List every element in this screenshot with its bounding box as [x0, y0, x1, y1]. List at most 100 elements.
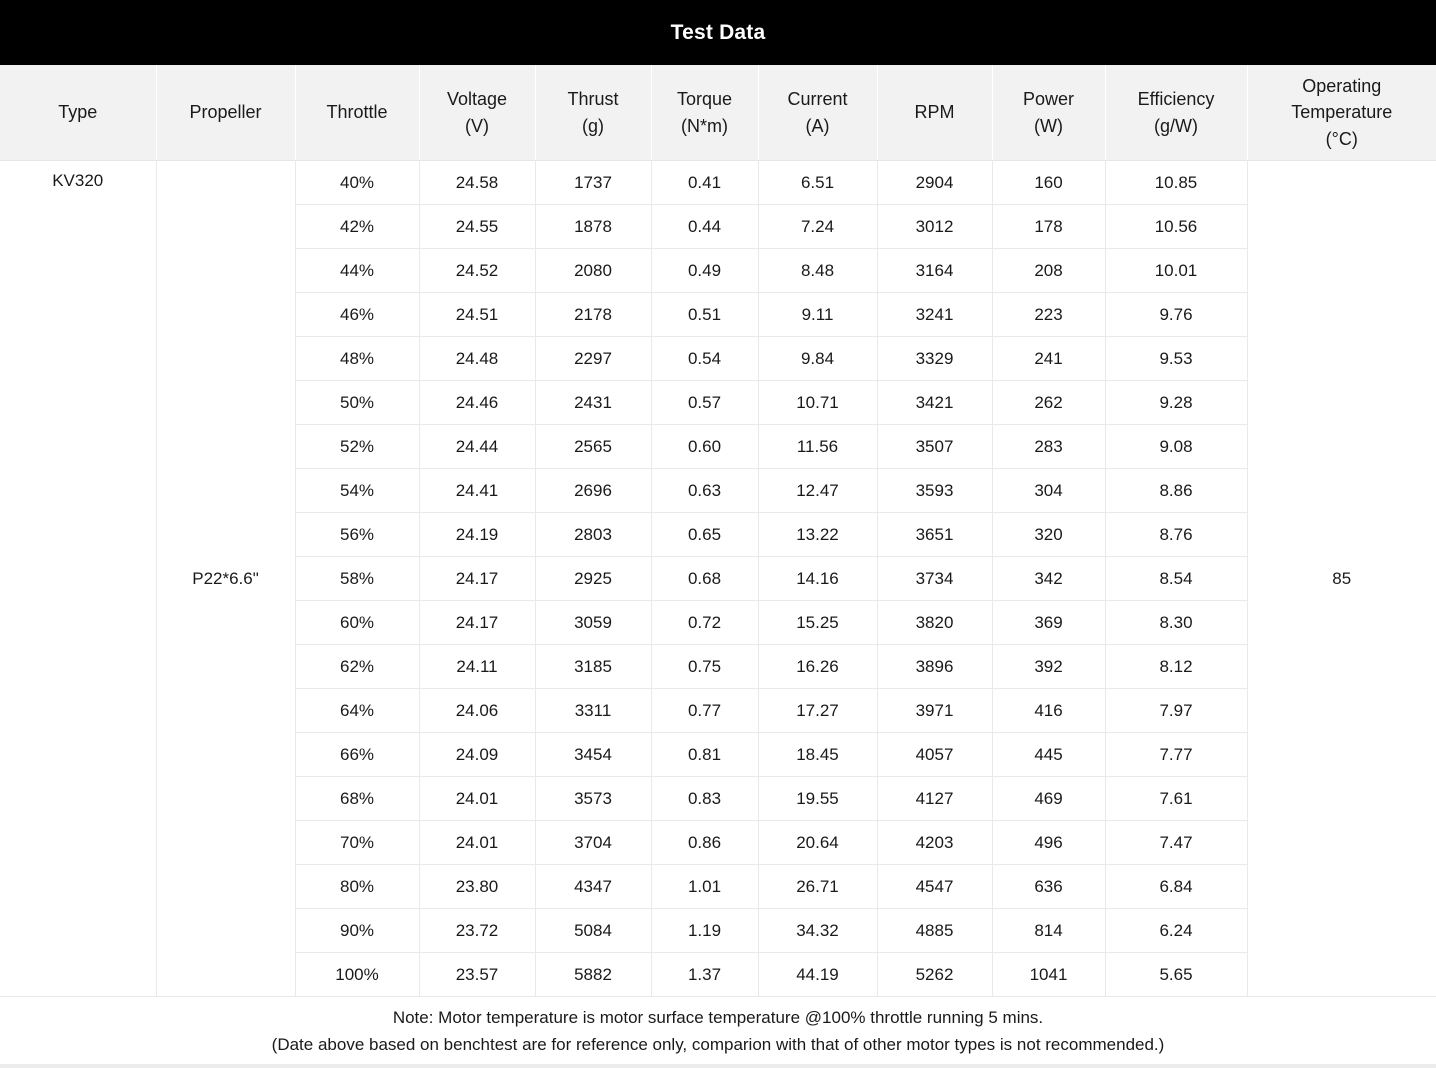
current-cell: 9.11: [757, 292, 878, 337]
table-header: Type Propeller Throttle Voltage (V) Thru…: [0, 65, 1436, 161]
torque-cell: 0.83: [650, 776, 759, 821]
table-row: 100% 23.57 5882 1.37 44.19 5262 1041 5.65: [0, 952, 1436, 997]
table-row: 50% 24.46 2431 0.57 10.71 3421 262 9.28: [0, 380, 1436, 425]
rpm-cell: 4127: [876, 776, 993, 821]
current-cell: 14.16: [757, 556, 878, 601]
voltage-cell: 24.46: [418, 380, 536, 425]
col-header-throttle: Throttle: [294, 65, 419, 161]
power-cell: 636: [991, 864, 1106, 909]
throttle-cell: 40%: [294, 160, 420, 205]
power-cell: 283: [991, 424, 1106, 469]
throttle-cell: 62%: [294, 644, 420, 689]
page-title: Test Data: [670, 20, 766, 44]
rpm-cell: 5262: [876, 952, 993, 997]
col-header-rpm: RPM: [876, 65, 992, 161]
current-cell: 17.27: [757, 688, 878, 733]
efficiency-cell: 9.53: [1104, 336, 1248, 381]
table-body: KV320 P22*6.6" 40% 24.58 1737 0.41 6.51 2904 160…: [0, 160, 1436, 997]
rpm-cell: 3896: [876, 644, 993, 689]
torque-cell: 0.75: [650, 644, 759, 689]
torque-cell: 1.01: [650, 864, 759, 909]
bottom-strip: [0, 1064, 1436, 1068]
col-header-efficiency: Efficiency (g/W): [1104, 65, 1247, 161]
table-row: 62% 24.11 3185 0.75 16.26 3896 392 8.12: [0, 644, 1436, 689]
thrust-cell: 2696: [534, 468, 652, 513]
efficiency-cell: 9.08: [1104, 424, 1248, 469]
table-row: 90% 23.72 5084 1.19 34.32 4885 814 6.24: [0, 908, 1436, 953]
current-cell: 9.84: [757, 336, 878, 381]
efficiency-cell: 6.84: [1104, 864, 1248, 909]
torque-cell: 0.54: [650, 336, 759, 381]
efficiency-cell: 8.12: [1104, 644, 1248, 689]
throttle-cell: 66%: [294, 732, 420, 777]
throttle-cell: 90%: [294, 908, 420, 953]
thrust-cell: 2803: [534, 512, 652, 557]
torque-cell: 0.41: [650, 160, 759, 205]
voltage-cell: 24.58: [418, 160, 536, 205]
current-cell: 44.19: [757, 952, 878, 997]
current-cell: 26.71: [757, 864, 878, 909]
voltage-cell: 24.51: [418, 292, 536, 337]
current-cell: 7.24: [757, 204, 878, 249]
power-cell: 160: [991, 160, 1106, 205]
efficiency-cell: 9.76: [1104, 292, 1248, 337]
footer-note: Note: Motor temperature is motor surface…: [0, 997, 1436, 1064]
efficiency-cell: 8.86: [1104, 468, 1248, 513]
power-cell: 262: [991, 380, 1106, 425]
rpm-cell: 3241: [876, 292, 993, 337]
torque-cell: 0.68: [650, 556, 759, 601]
table-row: 42% 24.55 1878 0.44 7.24 3012 178 10.56: [0, 204, 1436, 249]
throttle-cell: 46%: [294, 292, 420, 337]
throttle-cell: 68%: [294, 776, 420, 821]
torque-cell: 0.65: [650, 512, 759, 557]
current-cell: 18.45: [757, 732, 878, 777]
voltage-cell: 24.01: [418, 776, 536, 821]
torque-cell: 0.57: [650, 380, 759, 425]
rpm-cell: 3329: [876, 336, 993, 381]
rpm-cell: 3734: [876, 556, 993, 601]
thrust-cell: 3059: [534, 600, 652, 645]
efficiency-cell: 7.97: [1104, 688, 1248, 733]
thrust-cell: 1878: [534, 204, 652, 249]
col-header-power: Power (W): [991, 65, 1105, 161]
current-cell: 11.56: [757, 424, 878, 469]
thrust-cell: 1737: [534, 160, 652, 205]
rpm-cell: 3421: [876, 380, 993, 425]
note-line-1: Note: Motor temperature is motor surface…: [392, 1007, 1044, 1027]
thrust-cell: 5084: [534, 908, 652, 953]
table-row: 60% 24.17 3059 0.72 15.25 3820 369 8.30: [0, 600, 1436, 645]
power-cell: 445: [991, 732, 1106, 777]
efficiency-cell: 10.01: [1104, 248, 1248, 293]
power-cell: 469: [991, 776, 1106, 821]
throttle-cell: 60%: [294, 600, 420, 645]
rpm-cell: 4203: [876, 820, 993, 865]
efficiency-cell: 9.28: [1104, 380, 1248, 425]
col-header-torque: Torque (N*m): [650, 65, 758, 161]
rpm-cell: 3651: [876, 512, 993, 557]
voltage-cell: 24.17: [418, 556, 536, 601]
efficiency-cell: 7.47: [1104, 820, 1248, 865]
table-row: 56% 24.19 2803 0.65 13.22 3651 320 8.76: [0, 512, 1436, 557]
voltage-cell: 24.55: [418, 204, 536, 249]
thrust-cell: 3573: [534, 776, 652, 821]
current-cell: 19.55: [757, 776, 878, 821]
table-row: 58% 24.17 2925 0.68 14.16 3734 342 8.54: [0, 556, 1436, 601]
throttle-cell: 70%: [294, 820, 420, 865]
col-header-voltage: Voltage (V): [418, 65, 535, 161]
power-cell: 208: [991, 248, 1106, 293]
torque-cell: 0.86: [650, 820, 759, 865]
efficiency-cell: 6.24: [1104, 908, 1248, 953]
thrust-cell: 3311: [534, 688, 652, 733]
voltage-cell: 24.17: [418, 600, 536, 645]
table-row: 80% 23.80 4347 1.01 26.71 4547 636 6.84: [0, 864, 1436, 909]
thrust-cell: 2565: [534, 424, 652, 469]
power-cell: 416: [991, 688, 1106, 733]
table-row: 54% 24.41 2696 0.63 12.47 3593 304 8.86: [0, 468, 1436, 513]
torque-cell: 0.44: [650, 204, 759, 249]
efficiency-cell: 10.85: [1104, 160, 1248, 205]
current-cell: 13.22: [757, 512, 878, 557]
power-cell: 496: [991, 820, 1106, 865]
rpm-cell: 2904: [876, 160, 993, 205]
voltage-cell: 24.41: [418, 468, 536, 513]
power-cell: 223: [991, 292, 1106, 337]
